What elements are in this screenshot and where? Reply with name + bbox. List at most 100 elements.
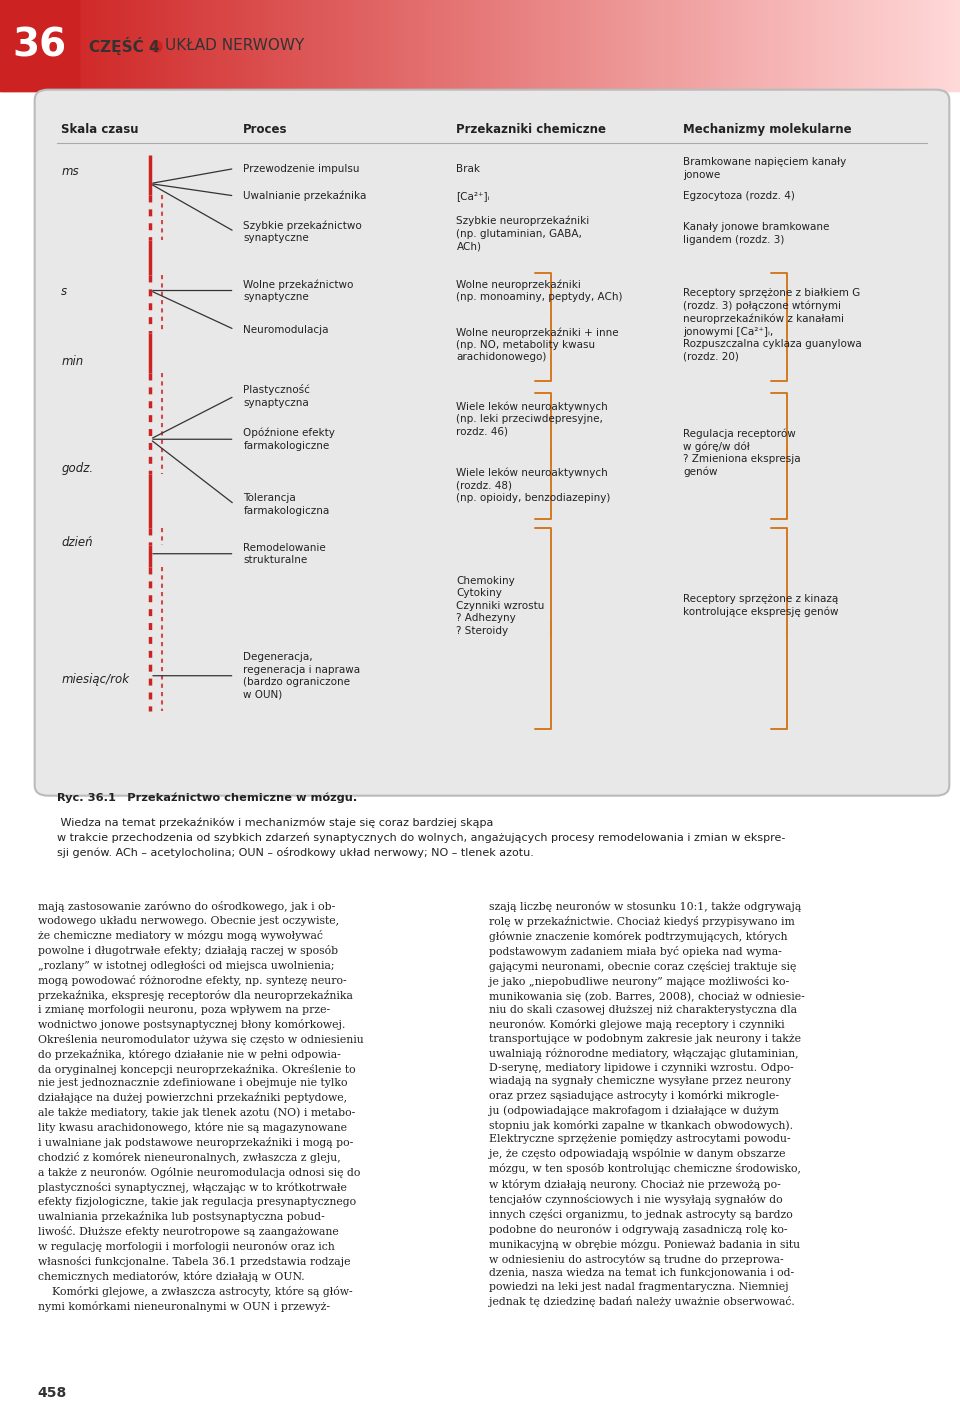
Bar — [427, 0, 432, 91]
Bar — [413, 0, 418, 91]
Bar — [226, 0, 230, 91]
Bar — [840, 0, 845, 91]
Bar — [883, 0, 888, 91]
Text: szają liczbę neuronów w stosunku 10:1, także odgrywają
rolę w przekaźnictwie. Ch: szają liczbę neuronów w stosunku 10:1, t… — [489, 901, 804, 1307]
Bar — [182, 0, 187, 91]
Text: Tolerancja
farmakologiczna: Tolerancja farmakologiczna — [244, 493, 329, 516]
Text: Wiedza na temat przekaźników i mechanizmów staje się coraz bardziej skąpa
w trak: Wiedza na temat przekaźników i mechanizm… — [57, 818, 785, 858]
Bar — [221, 0, 226, 91]
Bar — [629, 0, 634, 91]
Text: Wiele leków neuroaktywnych
(np. leki przeciwdepresyjne,
rozdz. 46): Wiele leków neuroaktywnych (np. leki prz… — [457, 401, 609, 437]
Text: Przewodzenie impulsu: Przewodzenie impulsu — [244, 163, 360, 174]
Text: Degeneracja,
regeneracja i naprawa
(bardzo ograniczone
w OUN): Degeneracja, regeneracja i naprawa (bard… — [244, 653, 361, 700]
Text: Proces: Proces — [244, 123, 288, 136]
Bar — [730, 0, 734, 91]
Bar — [38, 0, 43, 91]
Bar — [725, 0, 730, 91]
Bar — [638, 0, 643, 91]
Bar — [19, 0, 24, 91]
Bar — [14, 0, 19, 91]
Bar — [384, 0, 389, 91]
Bar — [206, 0, 211, 91]
Bar — [466, 0, 470, 91]
Bar — [691, 0, 696, 91]
Bar — [739, 0, 744, 91]
Bar — [514, 0, 518, 91]
Bar — [446, 0, 451, 91]
Bar — [298, 0, 302, 91]
Text: Chemokiny
Cytokiny
Czynniki wzrostu
? Adhezyny
? Steroidy: Chemokiny Cytokiny Czynniki wzrostu ? Ad… — [457, 575, 545, 635]
Bar — [768, 0, 773, 91]
Bar — [922, 0, 926, 91]
Bar — [350, 0, 355, 91]
Bar — [586, 0, 590, 91]
Bar — [230, 0, 235, 91]
Bar — [821, 0, 826, 91]
Bar — [442, 0, 446, 91]
Bar — [787, 0, 792, 91]
Bar — [898, 0, 902, 91]
Bar — [365, 0, 370, 91]
Bar — [432, 0, 437, 91]
Bar — [917, 0, 922, 91]
Bar — [590, 0, 595, 91]
Bar — [197, 0, 202, 91]
Text: Receptory sprzężone z białkiem G
(rozdz. 3) połączone wtórnymi
neuroprzekaźników: Receptory sprzężone z białkiem G (rozdz.… — [683, 288, 862, 361]
Bar — [158, 0, 163, 91]
Bar — [0, 0, 5, 91]
Bar — [806, 0, 811, 91]
Bar — [288, 0, 293, 91]
Bar — [48, 0, 53, 91]
Bar — [792, 0, 797, 91]
Bar — [34, 0, 38, 91]
Text: mają zastosowanie zarówno do ośrodkowego, jak i ob-
wodowego układu nerwowego. O: mają zastosowanie zarówno do ośrodkowego… — [37, 901, 364, 1312]
Bar — [893, 0, 898, 91]
Bar — [715, 0, 720, 91]
Bar — [274, 0, 278, 91]
Bar — [749, 0, 754, 91]
Bar — [682, 0, 686, 91]
Text: dzień: dzień — [61, 536, 93, 548]
Bar — [528, 0, 533, 91]
Bar — [134, 0, 139, 91]
Bar — [29, 0, 34, 91]
Bar — [168, 0, 173, 91]
Bar — [931, 0, 936, 91]
Bar — [485, 0, 490, 91]
Text: Przekazniki chemiczne: Przekazniki chemiczne — [457, 123, 607, 136]
Bar — [854, 0, 859, 91]
Bar — [91, 0, 96, 91]
Bar — [518, 0, 523, 91]
FancyBboxPatch shape — [35, 90, 949, 795]
Text: Bramkowane napięciem kanały
jonowe: Bramkowane napięciem kanały jonowe — [683, 157, 846, 180]
Text: [Ca²⁺]ᵢ: [Ca²⁺]ᵢ — [457, 191, 490, 201]
Bar — [490, 0, 494, 91]
Bar — [120, 0, 125, 91]
Bar — [557, 0, 562, 91]
Bar — [946, 0, 950, 91]
Bar — [595, 0, 600, 91]
Bar — [706, 0, 710, 91]
Bar — [389, 0, 394, 91]
Bar — [86, 0, 91, 91]
Bar — [816, 0, 821, 91]
Bar — [667, 0, 672, 91]
Bar — [878, 0, 883, 91]
Bar — [139, 0, 144, 91]
Bar — [216, 0, 221, 91]
Bar — [581, 0, 586, 91]
Text: miesiąc/rok: miesiąc/rok — [61, 673, 130, 685]
Bar — [398, 0, 403, 91]
Bar — [835, 0, 840, 91]
Bar — [394, 0, 398, 91]
Bar — [782, 0, 787, 91]
Bar — [43, 0, 48, 91]
Bar — [144, 0, 149, 91]
Bar — [408, 0, 413, 91]
Bar — [422, 0, 427, 91]
Bar — [614, 0, 619, 91]
Bar — [461, 0, 466, 91]
Bar — [648, 0, 653, 91]
Text: UKŁAD NERWOWY: UKŁAD NERWOWY — [165, 39, 304, 53]
Bar — [600, 0, 605, 91]
